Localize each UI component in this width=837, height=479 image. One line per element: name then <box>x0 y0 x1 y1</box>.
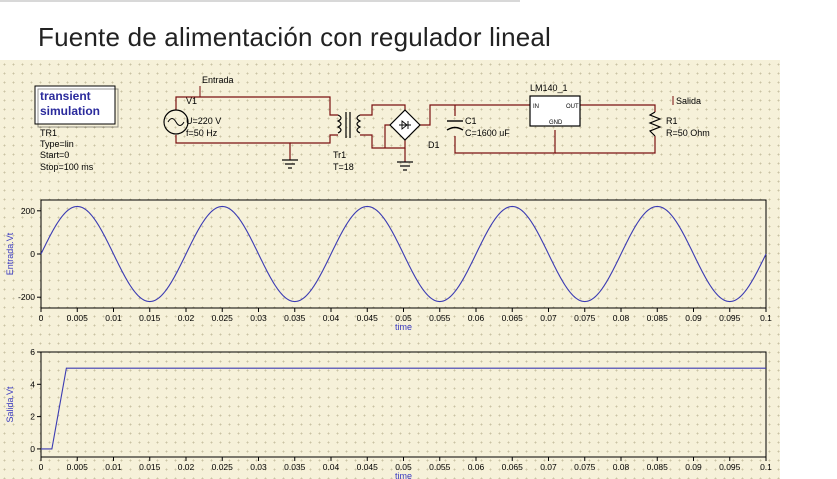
x-tick-label: 0.06 <box>468 313 485 323</box>
x-axis-label: time <box>395 322 412 332</box>
reg-name: LM140_1 <box>530 83 568 93</box>
y-tick-label: 4 <box>30 379 35 389</box>
x-tick-label: 0.085 <box>647 462 669 472</box>
salida-label: Salida <box>676 96 701 106</box>
x-axis-label: time <box>395 471 412 479</box>
x-tick-label: 0.005 <box>67 313 89 323</box>
x-tick-label: 0.045 <box>357 462 379 472</box>
sim-stop: Stop=100 ms <box>40 162 94 172</box>
r1-value: R=50 Ohm <box>666 128 710 138</box>
x-tick-label: 0.01 <box>105 313 122 323</box>
tr1-name: Tr1 <box>333 150 346 160</box>
v1-frequency: f=50 Hz <box>186 128 218 138</box>
top-bar <box>0 0 837 8</box>
bridge-rectifier-d1[interactable] <box>389 109 421 141</box>
sim-type: Type=lin <box>40 139 74 149</box>
x-tick-label: 0.04 <box>323 313 340 323</box>
series-line <box>40 205 767 303</box>
regulator-lm140[interactable]: IN OUT GND <box>529 95 581 127</box>
x-tick-label: 0.075 <box>574 313 596 323</box>
tr1-ratio: T=18 <box>333 162 354 172</box>
x-tick-label: 0.045 <box>357 313 379 323</box>
sim-title-2: simulation <box>40 104 100 118</box>
x-tick-label: 0.095 <box>719 462 741 472</box>
x-tick-label: 0 <box>39 313 44 323</box>
v1-name: V1 <box>186 96 197 106</box>
y-tick-label: 6 <box>30 347 35 357</box>
x-tick-label: 0.025 <box>212 462 234 472</box>
voltage-source-v1[interactable]: V1 U=220 V f=50 Hz <box>163 96 221 138</box>
wires <box>175 96 656 162</box>
x-tick-label: 0.07 <box>540 313 557 323</box>
y-tick-label: 0 <box>30 249 35 259</box>
reg-pin-in: IN <box>533 104 539 110</box>
x-tick-label: 0.005 <box>67 462 89 472</box>
c1-value: C=1600 uF <box>465 128 510 138</box>
y-tick-label: 2 <box>30 412 35 422</box>
x-tick-label: 0.035 <box>284 462 306 472</box>
x-tick-label: 0.015 <box>139 462 161 472</box>
x-tick-label: 0.03 <box>250 313 267 323</box>
x-tick-label: 0.02 <box>178 462 195 472</box>
entrada-label: Entrada <box>202 75 234 85</box>
sim-start: Start=0 <box>40 150 69 160</box>
reg-pin-gnd: GND <box>549 120 563 126</box>
y-axis-label: Salida.Vt <box>5 386 15 423</box>
x-tick-label: 0.035 <box>284 313 306 323</box>
x-tick-label: 0.05 <box>395 462 412 472</box>
x-tick-label: 0.03 <box>250 462 267 472</box>
x-tick-label: 0.055 <box>429 462 451 472</box>
x-tick-label: 0 <box>39 462 44 472</box>
x-tick-label: 0.04 <box>323 462 340 472</box>
x-tick-label: 0.065 <box>502 313 524 323</box>
x-tick-label: 0.08 <box>613 313 630 323</box>
d1-label: D1 <box>428 140 440 150</box>
x-tick-label: 0.1 <box>760 462 772 472</box>
resistor-r1[interactable] <box>648 111 662 137</box>
x-tick-label: 0.01 <box>105 462 122 472</box>
sim-name: TR1 <box>40 128 57 138</box>
chart-salida[interactable]: 0 0.005 0.01 0.015 0.02 0.025 0.03 0.035 0.04 0.0… <box>5 347 772 479</box>
x-tick-label: 0.09 <box>685 462 702 472</box>
y-tick-label: -200 <box>18 292 35 302</box>
x-tick-label: 0.06 <box>468 462 485 472</box>
x-tick-label: 0.055 <box>429 313 451 323</box>
sim-title-1: transient <box>40 89 91 103</box>
y-tick-label: 200 <box>21 206 35 216</box>
x-tick-label: 0.075 <box>574 462 596 472</box>
transformer-tr1[interactable] <box>336 112 362 138</box>
x-tick-label: 0.085 <box>647 313 669 323</box>
reg-pin-out: OUT <box>566 104 579 110</box>
v1-voltage: U=220 V <box>186 116 221 126</box>
capacitor-c1[interactable] <box>446 120 464 131</box>
top-divider <box>0 0 520 2</box>
x-tick-label: 0.08 <box>613 462 630 472</box>
page-title: Fuente de alimentación con regulador lin… <box>38 22 552 52</box>
x-tick-label: 0.065 <box>502 462 524 472</box>
x-tick-label: 0.09 <box>685 313 702 323</box>
r1-name: R1 <box>666 116 678 126</box>
series-line <box>41 367 766 450</box>
x-tick-label: 0.02 <box>178 313 195 323</box>
schematic-canvas[interactable]: transient simulation TR1 Type=lin Start=… <box>0 60 780 479</box>
c1-name: C1 <box>465 116 477 126</box>
y-axis-label: Entrada.Vt <box>5 232 15 275</box>
simulation-block[interactable]: transient simulation TR1 Type=lin Start=… <box>34 85 119 172</box>
x-tick-label: 0.095 <box>719 313 741 323</box>
schematic-svg: transient simulation TR1 Type=lin Start=… <box>5 75 772 479</box>
x-tick-label: 0.05 <box>395 313 412 323</box>
x-tick-label: 0.015 <box>139 313 161 323</box>
x-tick-label: 0.1 <box>760 313 772 323</box>
ground-symbols <box>282 159 413 171</box>
chart-entrada[interactable]: 0 0.005 0.01 0.015 0.02 0.025 0.03 0.035 0.04 0.0… <box>5 199 772 332</box>
x-tick-label: 0.07 <box>540 462 557 472</box>
x-tick-label: 0.025 <box>212 313 234 323</box>
y-tick-label: 0 <box>30 444 35 454</box>
